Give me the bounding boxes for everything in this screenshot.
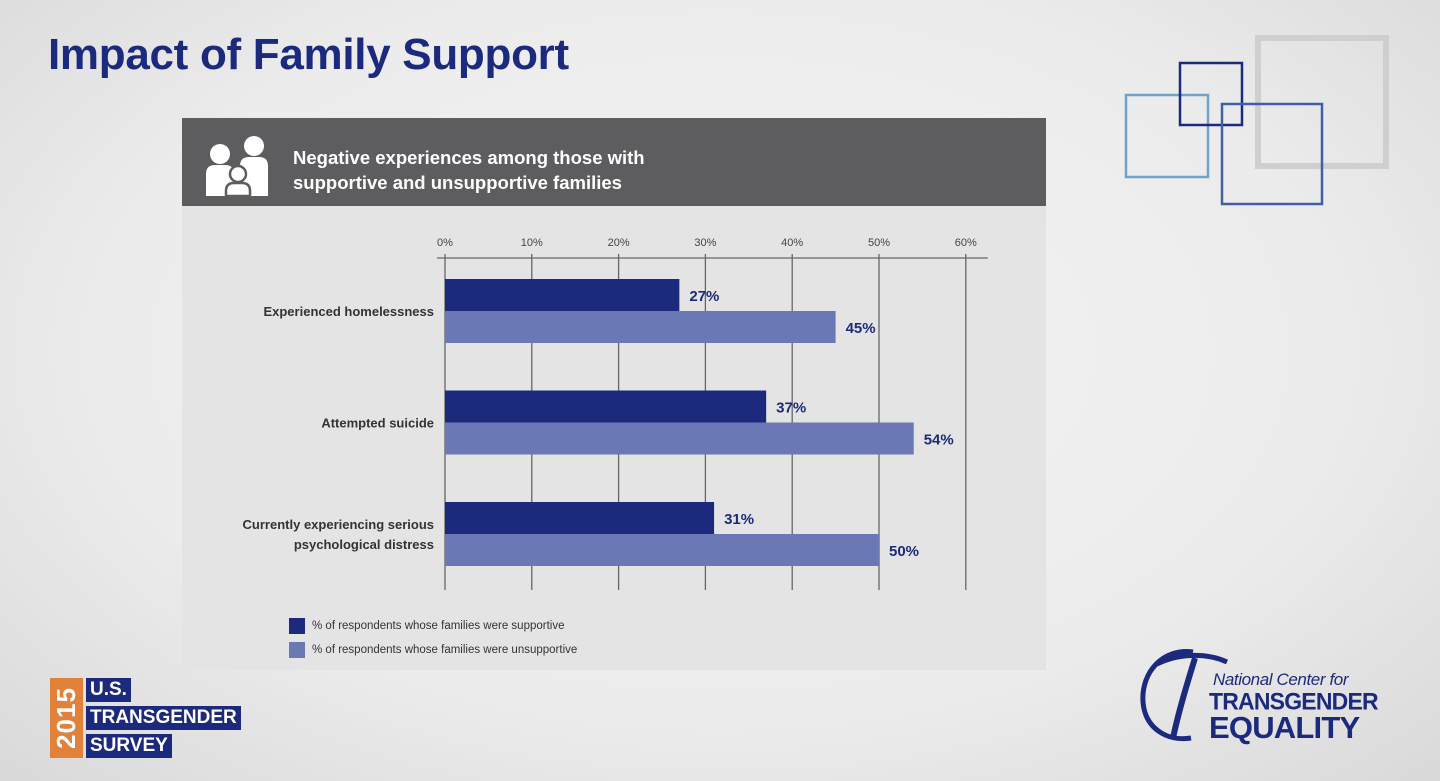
panel-title-line1: Negative experiences among those with [293, 147, 645, 168]
ncte-logo-line3: EQUALITY [1209, 710, 1360, 745]
data-label: 54% [924, 432, 954, 449]
slide-title: Impact of Family Support [48, 30, 569, 79]
panel-title: Negative experiences among those with su… [293, 145, 753, 195]
bar [445, 390, 767, 423]
category-label: Attempted suicide [321, 416, 434, 431]
data-label: 45% [846, 320, 876, 337]
ncte-logo-mark [1140, 649, 1229, 742]
legend: % of respondents whose families were sup… [289, 614, 577, 662]
legend-label-unsupportive: % of respondents whose families were uns… [312, 644, 578, 656]
bar-chart: 0% 10% 20% 30% 40% 50% 60% 27% 45% Experienced ho… [243, 237, 988, 590]
x-tick-label: 20% [608, 237, 630, 249]
category-label: Experienced homelessness [263, 304, 434, 319]
data-label: 31% [724, 511, 754, 528]
ust-logo-line1: U.S. [86, 678, 131, 702]
x-tick-label: 60% [955, 237, 977, 249]
category-label: psychological distress [294, 537, 434, 552]
x-tick-label: 0% [437, 237, 453, 249]
ust-logo-year-block: 2015 [50, 678, 83, 758]
ust-logo-line2: TRANSGENDER [86, 706, 241, 730]
data-label: 37% [776, 400, 806, 417]
family-icon [206, 136, 268, 196]
bar [445, 534, 879, 566]
legend-label-supportive: % of respondents whose families were sup… [312, 620, 565, 632]
chart-panel: Negative experiences among those with su… [182, 118, 1046, 670]
ust-logo-year: 2015 [51, 687, 81, 749]
legend-swatch-supportive [289, 618, 305, 634]
legend-swatch-unsupportive [289, 642, 305, 658]
panel-header: Negative experiences among those with su… [182, 118, 1046, 206]
x-tick-label: 50% [868, 237, 890, 249]
panel-title-line2: supportive and unsupportive families [293, 172, 622, 193]
legend-item-unsupportive: % of respondents whose families were uns… [289, 638, 577, 662]
ncte-logo-line2: TRANSGENDER [1209, 687, 1379, 715]
x-tick-label: 10% [521, 237, 543, 249]
data-label: 50% [889, 543, 919, 560]
us-transgender-survey-logo: 2015 U.S. TRANSGENDER SURVEY [50, 678, 255, 760]
legend-item-supportive: % of respondents whose families were sup… [289, 614, 577, 638]
ust-logo-line3: SURVEY [86, 734, 172, 758]
x-tick-label: 30% [694, 237, 716, 249]
category-label: Currently experiencing serious [243, 517, 434, 532]
bar [445, 422, 914, 455]
x-tick-label: 40% [781, 237, 803, 249]
bar [445, 279, 680, 311]
ncte-logo: National Center for TRANSGENDER EQUALITY [1135, 640, 1379, 750]
data-label: 27% [689, 288, 719, 305]
bar [445, 311, 836, 343]
bar [445, 502, 715, 534]
ncte-logo-line1: National Center for [1213, 670, 1349, 689]
decorative-squares [1124, 35, 1389, 206]
